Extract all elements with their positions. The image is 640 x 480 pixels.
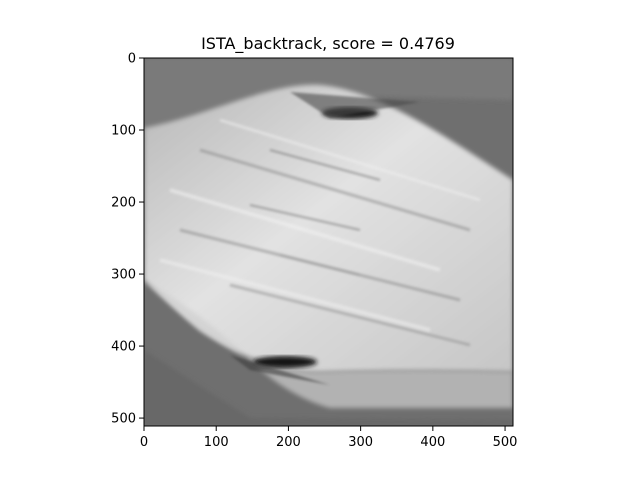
y-tick-label: 400 bbox=[111, 340, 136, 355]
y-tick-label: 300 bbox=[111, 268, 136, 283]
y-tick-label: 500 bbox=[111, 412, 136, 427]
y-axis: 0 100 200 300 400 500 bbox=[111, 52, 144, 427]
x-tick-label: 300 bbox=[348, 435, 373, 450]
x-tick-label: 100 bbox=[204, 435, 229, 450]
y-tick-label: 0 bbox=[128, 52, 136, 67]
x-tick-label: 400 bbox=[420, 435, 445, 450]
x-tick-label: 200 bbox=[276, 435, 301, 450]
x-tick-label: 0 bbox=[140, 435, 148, 450]
y-tick-label: 200 bbox=[111, 196, 136, 211]
plot-frame bbox=[143, 57, 514, 427]
plot-title: ISTA_backtrack, score = 0.4769 bbox=[201, 34, 455, 54]
x-axis: 0 100 200 300 400 500 bbox=[140, 426, 518, 450]
x-tick-label: 500 bbox=[493, 435, 518, 450]
reconstruction-image bbox=[144, 58, 513, 426]
y-tick-label: 100 bbox=[111, 124, 136, 139]
